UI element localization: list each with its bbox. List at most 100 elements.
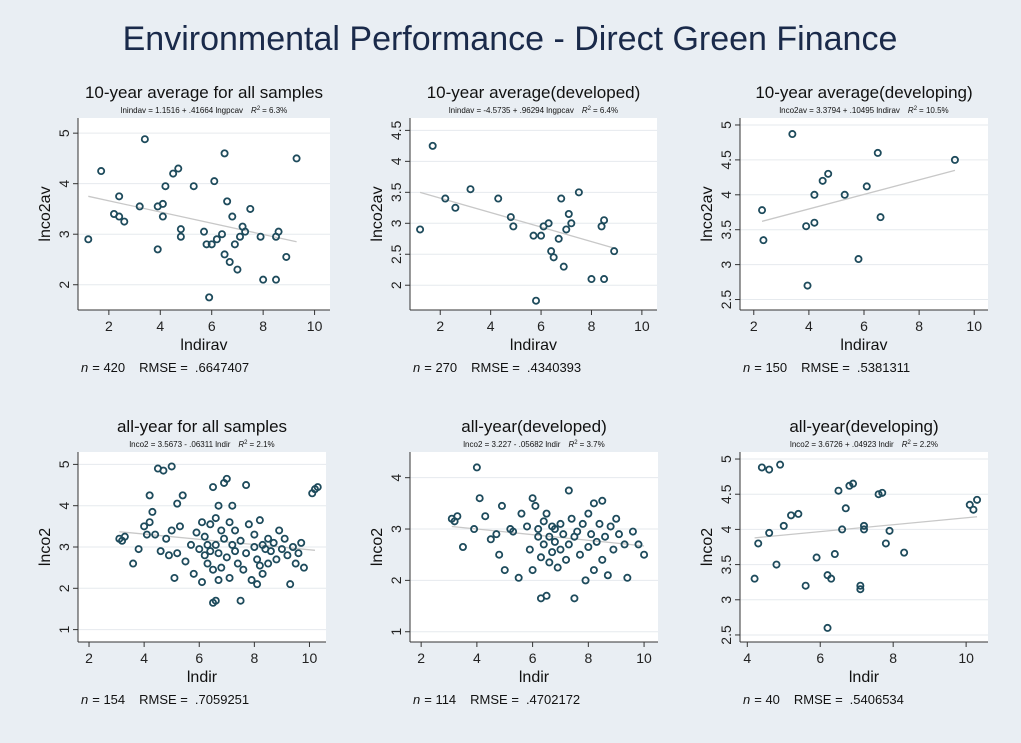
scatter-point (466, 185, 475, 194)
scatter-point (253, 580, 262, 589)
y-axis-label: lnco2av (369, 186, 386, 241)
scatter-point (950, 155, 959, 164)
scatter-point (220, 250, 229, 259)
scatter-point (120, 217, 129, 226)
n-label: n (743, 360, 750, 375)
scatter-point (587, 275, 596, 284)
scatter-point (542, 591, 551, 600)
scatter-point (246, 204, 255, 213)
scatter-point (856, 581, 865, 590)
r2-value: = 3.7% (580, 440, 605, 449)
fit-statistics: n = 154 RMSE = .7059251 (81, 692, 249, 707)
scatter-point (299, 563, 308, 572)
y-tick-label: 3 (718, 261, 734, 269)
regression-equation: lnco2 = 3.6726 + .04923 lndir R2 = 2.2% (790, 440, 938, 449)
regression-equation: lnindav = -4.5735 + .96294 lngpcav R2 = 6.… (449, 106, 618, 115)
scatter-point (236, 536, 245, 545)
y-tick-label: 3 (388, 525, 404, 533)
n-label: n (81, 360, 88, 375)
scatter-point (500, 566, 509, 575)
r2-label: R (908, 106, 914, 115)
scatter-point (256, 232, 265, 241)
chart-panel: 2 3 4 5 2 4 6 8 10 10-year average for all sample… (37, 83, 330, 375)
fit-statistics: n = 114 RMSE = .4702172 (413, 692, 580, 707)
scatter-point (545, 532, 554, 541)
scatter-point (575, 550, 584, 559)
rmse-label: RMSE = (470, 692, 519, 707)
scatter-point (549, 253, 558, 262)
scatter-point (297, 538, 306, 547)
panels: 2 3 4 5 2 4 6 8 10 10-year average for all sample… (37, 83, 988, 707)
equation-text: lnco2 = 3.227 - .05682 lndir (463, 440, 561, 449)
scatter-point (233, 265, 242, 274)
x-axis-label: lndir (519, 669, 550, 686)
r2-superscript: 2 (244, 440, 248, 446)
scatter-point (548, 548, 557, 557)
x-tick-label: 4 (743, 650, 751, 666)
scatter-point (217, 526, 226, 535)
panel-title: 10-year average for all samples (85, 83, 323, 102)
scatter-point (757, 463, 766, 472)
scatter-point (241, 227, 250, 236)
scatter-point (794, 509, 803, 518)
scatter-point (202, 240, 211, 249)
scatter-point (209, 483, 218, 492)
equation-text: lnindav = -4.5735 + .96294 lngpcav (449, 106, 574, 115)
scatter-point (592, 537, 601, 546)
scatter-point (528, 494, 537, 503)
y-tick-label: 3.5 (718, 555, 734, 575)
scatter-point (584, 543, 593, 552)
scatter-point (181, 557, 190, 566)
scatter-point (173, 549, 182, 558)
scatter-point (589, 499, 598, 508)
scatter-point (801, 581, 810, 590)
x-tick-label: 6 (816, 650, 824, 666)
scatter-point (159, 466, 168, 475)
scatter-point (573, 527, 582, 536)
scatter-point (598, 496, 607, 505)
scatter-point (550, 525, 559, 534)
scatter-point (776, 460, 785, 469)
scatter-point (600, 216, 609, 225)
y-tick-label: 4 (56, 180, 72, 188)
y-tick-label: 5 (56, 460, 72, 468)
scatter-point (158, 199, 167, 208)
scatter-point (584, 509, 593, 518)
scatter-point (288, 543, 297, 552)
scatter-point (148, 507, 157, 516)
n-text: = 270 (424, 360, 457, 375)
scatter-point (200, 532, 209, 541)
scatter-point (242, 481, 251, 490)
scatter-point (266, 547, 275, 556)
scatter-point (140, 522, 149, 531)
chart-panel: 2.5 3 3.5 4 4.5 5 2 4 6 8 10 10-year average(develo… (699, 83, 988, 375)
scatter-point (231, 526, 240, 535)
scatter-point (545, 558, 554, 567)
x-tick-label: 4 (487, 318, 495, 334)
scatter-point (873, 148, 882, 157)
scatter-point (214, 501, 223, 510)
n-text: = 40 (754, 692, 780, 707)
x-tick-label: 10 (636, 650, 652, 666)
scatter-point (557, 194, 566, 203)
scatter-point (195, 545, 204, 554)
scatter-point (860, 525, 869, 534)
fit-line (761, 169, 956, 222)
n-text: = 420 (92, 360, 125, 375)
fit-line (419, 191, 615, 249)
scatter-point (486, 535, 495, 544)
scatter-point (765, 528, 774, 537)
scatter-point (275, 526, 284, 535)
r2-label: R (582, 106, 588, 115)
scatter-point (754, 539, 763, 548)
scatter-point (236, 596, 245, 605)
y-tick-label: 2.5 (718, 290, 734, 310)
scatter-point (175, 522, 184, 531)
scatter-point (823, 623, 832, 632)
r2-value: = 2.1% (250, 440, 275, 449)
scatter-point (142, 530, 151, 539)
scatter-point (609, 545, 618, 554)
fit-statistics: n = 150 RMSE = .5381311 (743, 360, 910, 375)
scatter-point (282, 252, 291, 261)
x-axis-label: lndirav (510, 337, 557, 354)
